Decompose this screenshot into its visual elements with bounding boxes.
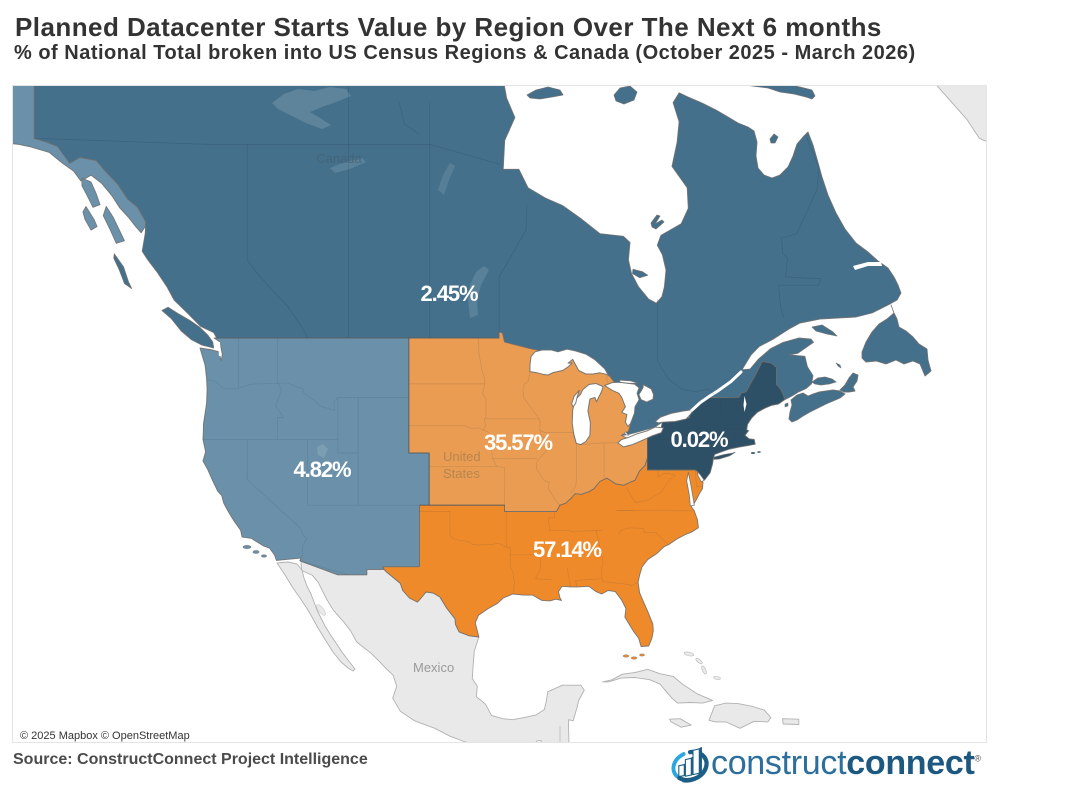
svg-text:2.45%: 2.45% <box>421 281 478 306</box>
svg-text:0.02%: 0.02% <box>671 427 728 452</box>
svg-text:States: States <box>443 466 480 481</box>
svg-text:35.57%: 35.57% <box>484 430 553 455</box>
svg-text:Mexico: Mexico <box>413 660 454 675</box>
svg-text:4.82%: 4.82% <box>294 457 351 482</box>
svg-text:© 2025 Mapbox © OpenStreetMap: © 2025 Mapbox © OpenStreetMap <box>20 730 190 742</box>
svg-text:United: United <box>443 449 481 464</box>
svg-text:Canada: Canada <box>316 151 362 166</box>
svg-text:57.14%: 57.14% <box>533 537 602 562</box>
